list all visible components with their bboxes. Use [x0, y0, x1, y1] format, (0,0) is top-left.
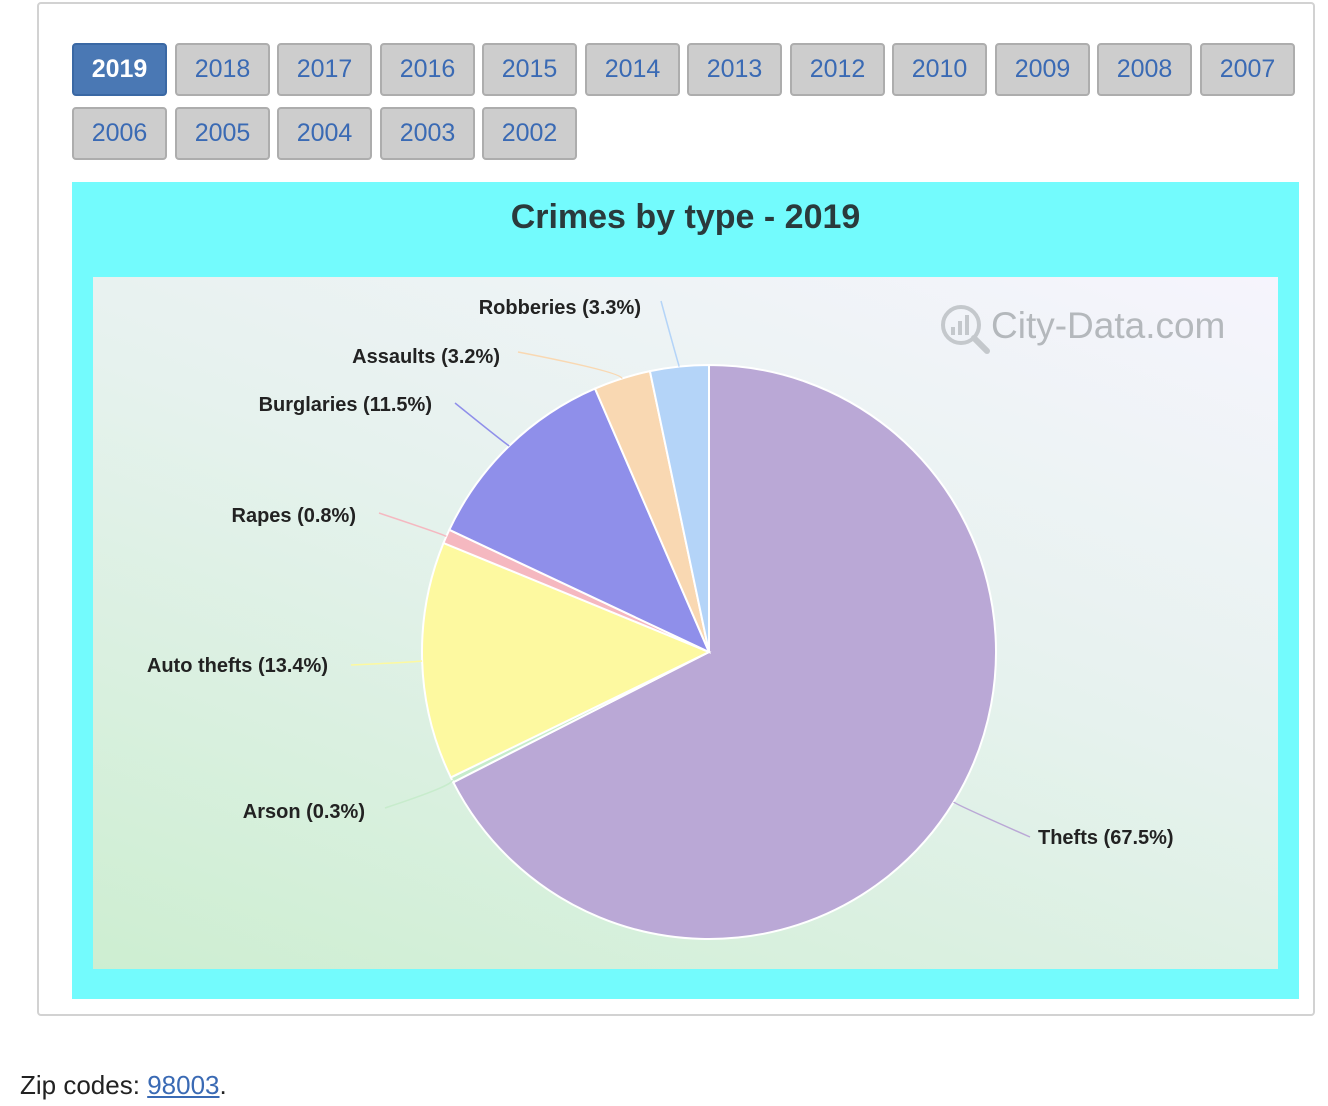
year-tab-2015[interactable]: 2015 — [482, 43, 577, 96]
footer-suffix: . — [219, 1070, 227, 1100]
slice-label-robberies: Robberies (3.3%) — [479, 297, 641, 319]
year-tab-2018[interactable]: 2018 — [175, 43, 270, 96]
pie-slice-auto-thefts[interactable] — [421, 541, 712, 779]
year-tab-2005[interactable]: 2005 — [175, 107, 270, 160]
year-tab-2007[interactable]: 2007 — [1200, 43, 1295, 96]
connector-auto-thefts — [350, 660, 423, 666]
slice-label-thefts: Thefts (67.5%) — [1038, 827, 1174, 849]
crime-chart-panel: 2019 2018 2017 2016 2015 2014 2013 2012 2010 2009… — [37, 2, 1315, 1016]
city-data-watermark: City-Data.com — [939, 299, 1259, 359]
chart-container: Crimes by type - 2019 Thefts (67.5%) Arso… — [72, 182, 1299, 999]
zip-codes-line: Zip codes: 98003. — [20, 1070, 227, 1101]
magnifier-chart-icon — [941, 305, 990, 354]
connector-assaults — [517, 351, 623, 379]
zip-code-link[interactable]: 98003 — [147, 1070, 220, 1100]
year-tab-2013[interactable]: 2013 — [687, 43, 782, 96]
year-tab-2002[interactable]: 2002 — [482, 107, 577, 160]
year-tab-2017[interactable]: 2017 — [277, 43, 372, 96]
connector-burglaries — [454, 402, 510, 447]
year-tab-2019[interactable]: 2019 — [72, 43, 167, 96]
year-tab-2008[interactable]: 2008 — [1097, 43, 1192, 96]
slice-label-arson: Arson (0.3%) — [243, 801, 365, 823]
slice-label-burglaries: Burglaries (11.5%) — [259, 394, 432, 416]
plot-area: Thefts (67.5%) Arson (0.3%) Auto thefts (1… — [93, 277, 1278, 969]
year-tab-2004[interactable]: 2004 — [277, 107, 372, 160]
slice-label-auto-thefts: Auto thefts (13.4%) — [147, 655, 328, 677]
slice-label-assaults: Assaults (3.2%) — [352, 346, 500, 368]
year-tab-2014[interactable]: 2014 — [585, 43, 680, 96]
year-tab-2006[interactable]: 2006 — [72, 107, 167, 160]
connector-arson — [384, 779, 453, 809]
year-tab-2010[interactable]: 2010 — [892, 43, 987, 96]
watermark-text: City-Data.com — [991, 305, 1226, 346]
connector-thefts — [953, 801, 1031, 838]
year-tab-2009[interactable]: 2009 — [995, 43, 1090, 96]
connector-rapes — [378, 512, 447, 538]
pie-slice-burglaries[interactable] — [447, 387, 711, 655]
zip-codes-label: Zip codes: — [20, 1070, 140, 1100]
pie-chart: Thefts (67.5%) Arson (0.3%) Auto thefts (1… — [147, 297, 1174, 940]
year-tab-2016[interactable]: 2016 — [380, 43, 475, 96]
chart-title: Crimes by type - 2019 — [510, 198, 861, 236]
connector-robberies — [660, 300, 681, 368]
slice-label-rapes: Rapes (0.8%) — [232, 505, 357, 527]
year-tab-2003[interactable]: 2003 — [380, 107, 475, 160]
pie-slice-thefts[interactable] — [451, 363, 997, 940]
year-tab-2012[interactable]: 2012 — [790, 43, 885, 96]
